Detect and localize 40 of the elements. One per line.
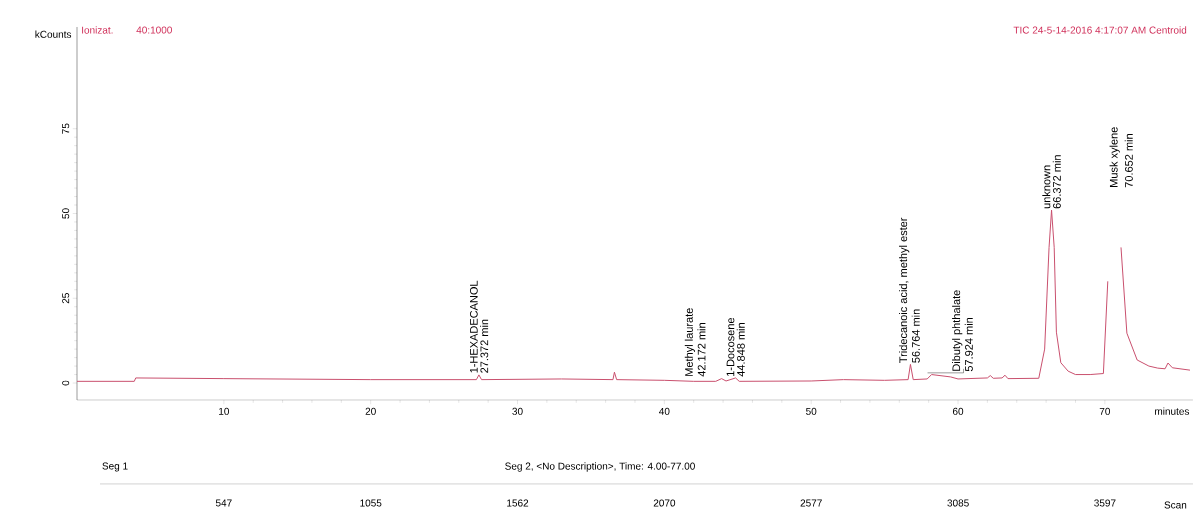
text: 1055: [360, 499, 382, 507]
text: 2070: [653, 499, 676, 507]
x-tick-label: 60: [952, 407, 964, 415]
annotation: TIC 24-5-14-2016 4:17:07 AM Centroid: [1013, 26, 1187, 34]
annotation: 70.652 min: [1124, 134, 1133, 188]
x-tick-label: 50: [806, 407, 817, 415]
text: 2577: [800, 499, 822, 507]
text: 3085: [947, 499, 969, 507]
text: 547: [215, 499, 232, 507]
text: Scan: [1164, 501, 1187, 509]
annotation: 40:1000: [136, 26, 172, 34]
annotation: Dibutyl phthalate: [952, 290, 963, 371]
annotation: 27.372 min: [480, 319, 489, 373]
annotation: Ionizat.: [82, 26, 113, 34]
x-axis-title: minutes: [1155, 407, 1190, 415]
y-axis-title: kCounts: [35, 30, 72, 38]
annotation: 44.848 min: [736, 323, 745, 377]
annotation: 66.372 min: [1052, 155, 1061, 209]
x-tick-label: 70: [1099, 407, 1111, 415]
annotation: Musk xylene: [1109, 127, 1120, 187]
x-tick-label: 40: [659, 407, 670, 415]
annotation: 1-HEXADECANOL: [469, 280, 478, 373]
annotation: 42.172 min: [697, 323, 706, 377]
y-tick-label: 0: [62, 380, 70, 386]
annotation: Tridecanoic acid, methyl ester: [899, 217, 910, 363]
annotation: 56.764 min: [911, 309, 920, 363]
x-tick-label: 20: [365, 407, 376, 415]
annotation: 57.924 min: [964, 317, 973, 372]
annotation: unknown: [1042, 165, 1051, 209]
annotation: 1-Docosene: [726, 317, 735, 376]
y-tick-label: 50: [62, 208, 70, 219]
x-tick-label: 10: [219, 407, 230, 415]
text: Seg 1: [102, 462, 128, 472]
text: Seg 2, <No Description>, Time: 4.00-77.00: [505, 462, 695, 472]
text: 3597: [1094, 499, 1116, 507]
annotation: Methyl laurate: [684, 308, 696, 376]
y-tick-label: 25: [62, 293, 70, 304]
y-tick-label: 75: [62, 123, 70, 134]
x-tick-label: 30: [512, 407, 523, 415]
text: 1562: [507, 499, 529, 507]
